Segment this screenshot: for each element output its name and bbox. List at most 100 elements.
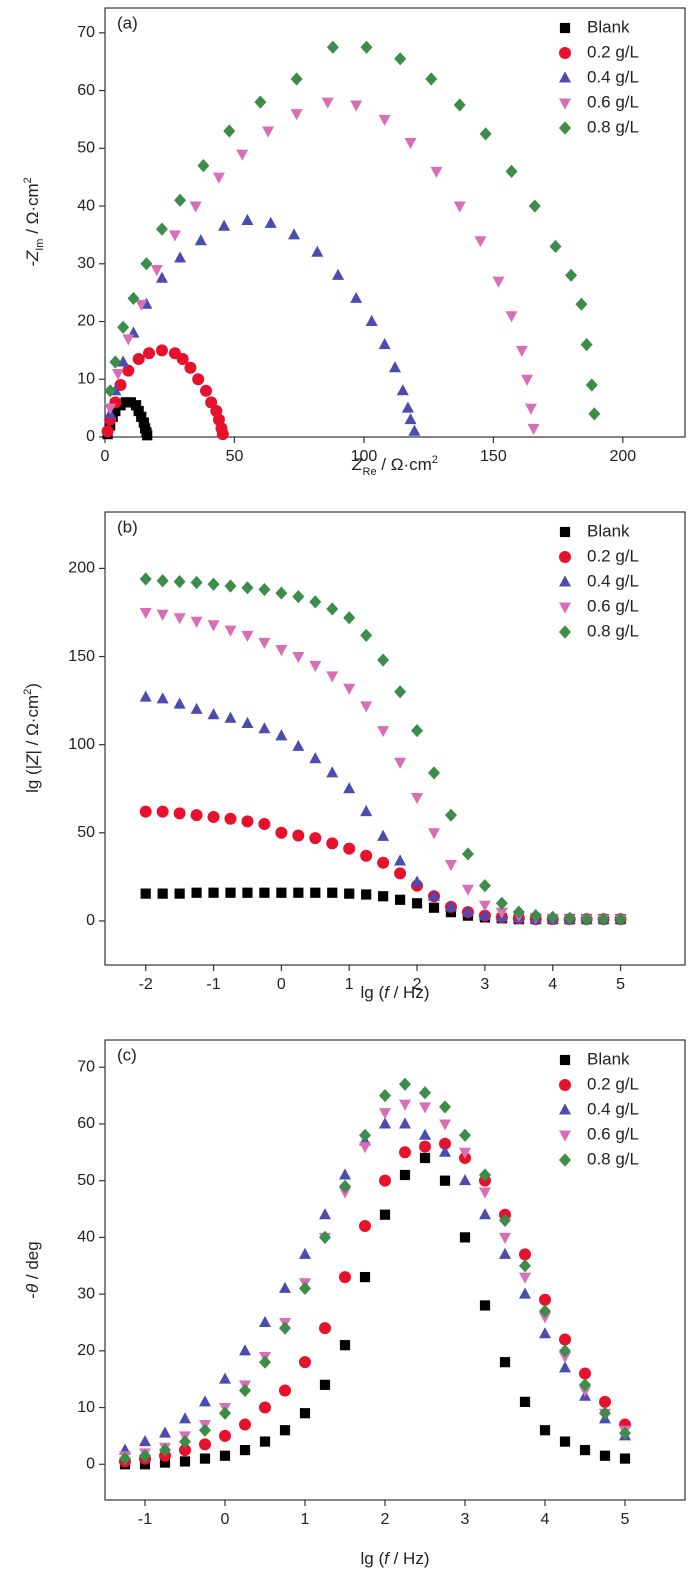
legend-label: 0.4 g/L: [587, 67, 639, 86]
marker: [290, 109, 303, 121]
x-tick-label: -2: [139, 976, 153, 993]
x-tick-label: 1: [345, 976, 354, 993]
marker: [114, 379, 127, 392]
marker: [133, 405, 144, 417]
marker: [219, 1406, 231, 1420]
marker: [309, 660, 322, 672]
marker: [179, 1444, 191, 1457]
marker: [399, 1146, 411, 1159]
marker: [259, 1355, 271, 1369]
y-tick-label: 0: [86, 428, 95, 445]
marker: [439, 1137, 451, 1150]
marker: [453, 201, 466, 213]
marker: [559, 1361, 571, 1373]
marker: [156, 574, 169, 588]
marker: [110, 405, 121, 417]
marker: [319, 1379, 331, 1390]
marker: [461, 847, 474, 861]
marker: [332, 268, 345, 280]
x-axis-label: lg (f / Hz): [361, 983, 430, 1002]
marker: [411, 898, 423, 909]
marker: [580, 912, 593, 926]
marker: [299, 1281, 311, 1296]
x-tick-label: 3: [461, 1511, 470, 1528]
marker: [207, 620, 220, 632]
y-axis-label: -ZIm / Ω·cm2: [22, 177, 46, 267]
marker: [495, 907, 508, 919]
marker: [101, 425, 114, 438]
marker: [173, 697, 186, 709]
x-tick-label: 4: [548, 976, 557, 993]
marker: [275, 644, 288, 657]
legend-marker: [559, 1130, 571, 1142]
marker: [309, 832, 322, 845]
marker: [288, 228, 301, 240]
marker: [197, 159, 210, 173]
marker: [360, 849, 373, 862]
legend-marker: [559, 526, 571, 538]
legend-marker: [559, 551, 571, 563]
marker: [360, 628, 373, 642]
marker: [125, 397, 136, 408]
marker: [479, 127, 492, 141]
legend-label: 0.6 g/L: [587, 596, 639, 615]
marker: [207, 577, 220, 591]
marker: [599, 1450, 611, 1461]
marker: [174, 193, 187, 207]
marker: [559, 1351, 571, 1364]
marker: [239, 1444, 251, 1456]
marker: [135, 299, 148, 311]
y-axis-label: -θ / deg: [23, 1241, 42, 1298]
marker: [120, 397, 131, 408]
marker: [539, 1312, 551, 1324]
marker: [292, 829, 305, 842]
marker: [150, 265, 163, 277]
marker: [179, 1412, 191, 1424]
marker: [279, 1321, 291, 1335]
x-tick-label: 100: [351, 448, 378, 465]
marker: [505, 164, 518, 179]
marker: [174, 888, 185, 899]
x-tick-label: 0: [277, 976, 286, 993]
legend-marker: [559, 121, 571, 135]
legend-marker: [559, 71, 571, 83]
marker: [579, 1386, 591, 1398]
marker: [179, 1434, 191, 1449]
marker: [528, 199, 541, 213]
x-tick-label: 150: [480, 448, 507, 465]
marker: [379, 1117, 391, 1129]
legend-marker: [559, 98, 571, 110]
marker: [136, 411, 147, 422]
marker: [377, 653, 390, 667]
marker: [379, 1108, 391, 1120]
marker: [519, 1248, 531, 1261]
marker: [474, 236, 487, 248]
marker: [138, 417, 149, 428]
marker: [199, 1438, 211, 1451]
marker: [597, 912, 610, 926]
marker: [275, 586, 288, 600]
marker: [399, 1169, 411, 1181]
marker: [360, 805, 373, 817]
marker: [130, 400, 142, 411]
legend-label: 0.2 g/L: [587, 1074, 639, 1093]
marker: [394, 685, 407, 699]
marker: [194, 234, 207, 246]
marker: [428, 889, 441, 901]
marker: [401, 401, 414, 413]
legend-label: 0.8 g/L: [587, 621, 639, 640]
marker: [339, 1179, 351, 1193]
marker: [379, 1209, 391, 1220]
marker: [132, 353, 145, 366]
marker: [174, 251, 187, 263]
legend-label: Blank: [587, 17, 630, 36]
marker: [104, 403, 117, 415]
marker: [495, 896, 508, 910]
marker: [343, 611, 356, 625]
marker: [343, 683, 356, 695]
marker: [585, 378, 598, 392]
marker: [394, 854, 407, 866]
marker: [258, 817, 271, 830]
marker: [279, 1281, 291, 1293]
marker: [254, 95, 267, 109]
